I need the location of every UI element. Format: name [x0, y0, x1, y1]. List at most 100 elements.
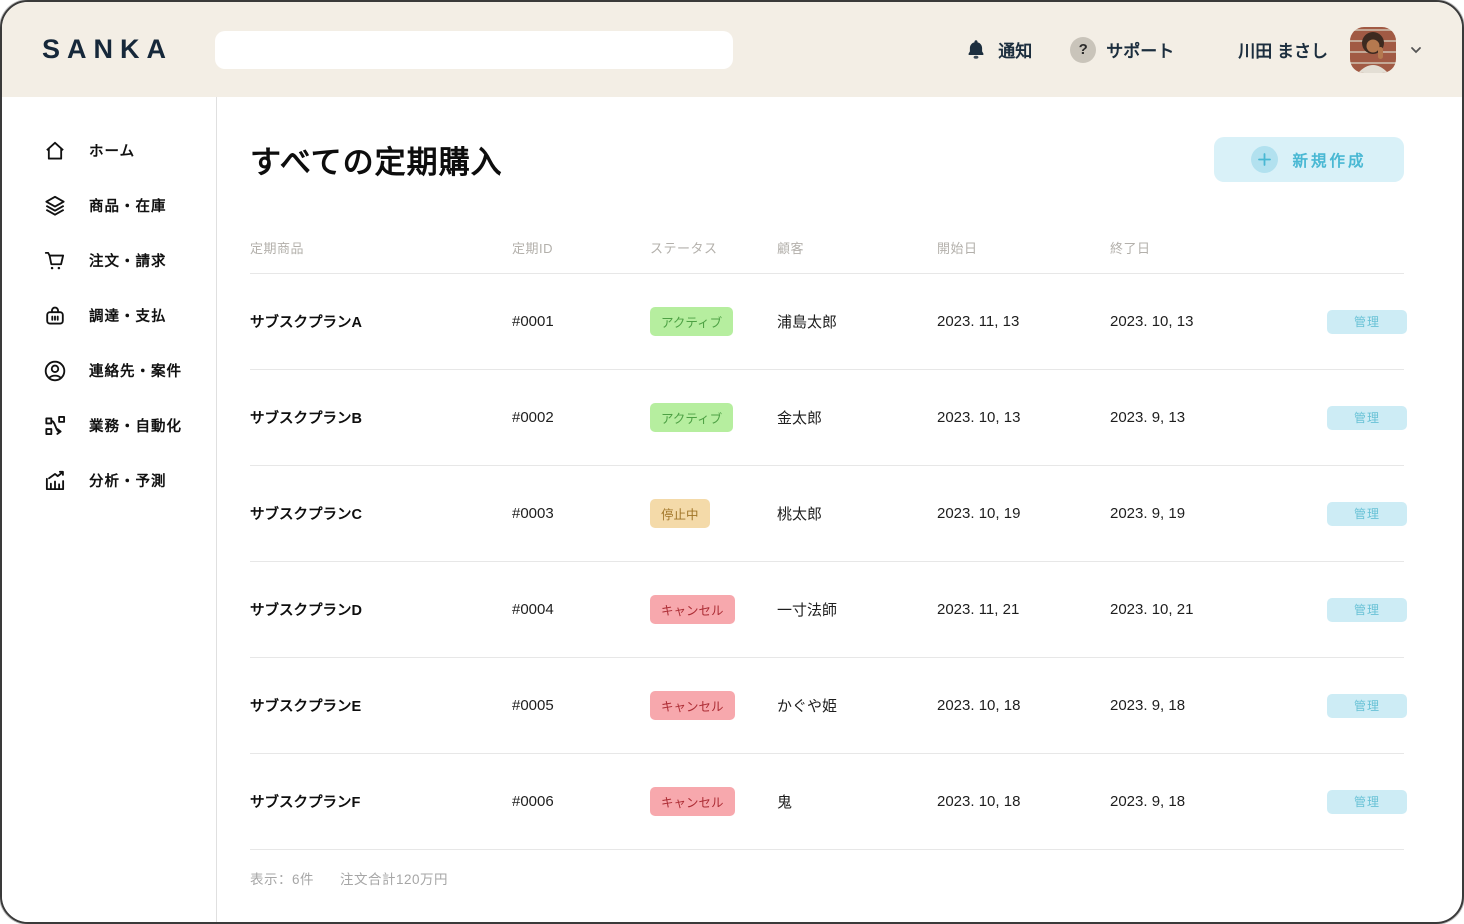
display-count: 表示：6件	[250, 872, 315, 887]
cell-product: サブスクプランF	[250, 795, 361, 811]
main-content: すべての定期購入 新規作成 定期商品 定期ID ステータス 顧客 開始日 終了日	[217, 97, 1462, 922]
cell-manage: 管理	[1327, 693, 1407, 718]
cell-start-date: 2023. 10, 18	[937, 697, 1021, 714]
status-badge: アクティブ	[650, 307, 734, 336]
sidebar-item-home[interactable]: ホーム	[2, 123, 216, 178]
notifications-button[interactable]: 通知	[964, 37, 1032, 62]
cell-status: キャンセル	[650, 691, 777, 720]
cell-start-date: 2023. 11, 13	[937, 313, 1020, 330]
cell-manage: 管理	[1327, 597, 1407, 622]
cell-end-date: 2023. 9, 18	[1110, 793, 1186, 810]
basket-icon	[42, 303, 68, 329]
sidebar-item-label: 業務・自動化	[89, 419, 182, 435]
cell-status: アクティブ	[650, 307, 777, 336]
chevron-down-icon[interactable]	[1410, 46, 1422, 54]
status-badge: 停止中	[650, 499, 710, 528]
cell-customer: かぐや姫	[777, 698, 838, 715]
table-row: サブスクプランE #0005 キャンセル かぐや姫 2023. 10, 18 2…	[250, 658, 1407, 754]
sidebar-item-products[interactable]: 商品・在庫	[2, 178, 216, 233]
table-header: 定期商品 定期ID ステータス 顧客 開始日 終了日	[250, 238, 1404, 274]
cart-icon	[42, 248, 68, 274]
cell-manage: 管理	[1327, 501, 1407, 526]
home-icon	[42, 138, 68, 164]
cell-manage: 管理	[1327, 405, 1407, 430]
question-icon: ?	[1070, 36, 1097, 63]
cell-status: キャンセル	[650, 787, 777, 816]
cell-status: 停止中	[650, 499, 777, 528]
sidebar-item-orders[interactable]: 注文・請求	[2, 233, 216, 288]
sidebar-item-label: 商品・在庫	[89, 199, 167, 215]
cell-start-date: 2023. 11, 21	[937, 601, 1020, 618]
user-circle-icon	[42, 358, 68, 384]
cell-subscription-id: #0001	[512, 313, 554, 330]
manage-button[interactable]: 管理	[1327, 693, 1407, 718]
table-row: サブスクプランC #0003 停止中 桃太郎 2023. 10, 19 2023…	[250, 466, 1407, 562]
manage-button[interactable]: 管理	[1327, 309, 1407, 334]
status-badge: キャンセル	[650, 787, 735, 816]
manage-button[interactable]: 管理	[1327, 501, 1407, 526]
sidebar-item-automation[interactable]: 業務・自動化	[2, 398, 216, 453]
create-button-label: 新規作成	[1292, 152, 1367, 170]
table-body: サブスクプランA #0001 アクティブ 浦島太郎 2023. 11, 13 2…	[250, 274, 1407, 850]
table-footer: 表示：6件 注文合計120万円	[250, 850, 1404, 888]
brand-logo: SANKA	[42, 34, 174, 64]
cell-customer: 一寸法師	[777, 602, 838, 619]
cell-subscription-id: #0003	[512, 505, 554, 522]
subscriptions-table: 定期商品 定期ID ステータス 顧客 開始日 終了日 サブスクプランA #000…	[250, 238, 1407, 888]
sidebar-item-procurement[interactable]: 調達・支払	[2, 288, 216, 343]
cell-customer: 浦島太郎	[777, 314, 838, 331]
status-badge: キャンセル	[650, 595, 735, 624]
cell-end-date: 2023. 9, 18	[1110, 697, 1186, 714]
cell-manage: 管理	[1327, 789, 1407, 814]
manage-button[interactable]: 管理	[1327, 405, 1407, 430]
column-header-start: 開始日	[937, 241, 978, 256]
avatar[interactable]	[1350, 26, 1396, 73]
sidebar-item-label: 注文・請求	[89, 254, 167, 270]
sidebar-item-label: 連絡先・案件	[89, 364, 182, 380]
cell-subscription-id: #0005	[512, 697, 554, 714]
page-title: すべての定期購入	[250, 145, 503, 180]
layers-icon	[42, 193, 68, 219]
cell-subscription-id: #0006	[512, 793, 554, 810]
manage-button[interactable]: 管理	[1327, 597, 1407, 622]
workflow-icon	[42, 413, 68, 439]
cell-start-date: 2023. 10, 18	[937, 793, 1021, 810]
sidebar-item-label: 分析・予測	[89, 474, 167, 490]
create-button[interactable]: 新規作成	[1214, 137, 1404, 182]
support-button[interactable]: ? サポート	[1070, 36, 1175, 63]
sidebar-item-label: ホーム	[89, 144, 136, 160]
cell-product: サブスクプランC	[250, 507, 362, 523]
manage-button[interactable]: 管理	[1327, 789, 1407, 814]
column-header-status: ステータス	[650, 241, 718, 256]
cell-status: キャンセル	[650, 595, 777, 624]
cell-customer: 金太郎	[777, 410, 823, 427]
cell-customer: 桃太郎	[777, 506, 823, 523]
cell-start-date: 2023. 10, 19	[937, 505, 1021, 522]
chart-icon	[42, 468, 68, 494]
cell-subscription-id: #0004	[512, 601, 554, 618]
cell-end-date: 2023. 10, 13	[1110, 313, 1194, 330]
search-input[interactable]	[215, 30, 734, 69]
cell-end-date: 2023. 9, 19	[1110, 505, 1186, 522]
cell-end-date: 2023. 9, 13	[1110, 409, 1186, 426]
cell-customer: 鬼	[777, 794, 793, 811]
sidebar-item-contacts[interactable]: 連絡先・案件	[2, 343, 216, 398]
sidebar-item-label: 調達・支払	[89, 309, 167, 325]
user-name: 川田 まさし	[1238, 42, 1328, 61]
cell-end-date: 2023. 10, 21	[1110, 601, 1194, 618]
bell-icon	[964, 38, 988, 62]
table-row: サブスクプランF #0006 キャンセル 鬼 2023. 10, 18 2023…	[250, 754, 1407, 850]
cell-product: サブスクプランA	[250, 315, 362, 331]
table-row: サブスクプランB #0002 アクティブ 金太郎 2023. 10, 13 20…	[250, 370, 1407, 466]
support-label: サポート	[1106, 42, 1175, 61]
cell-subscription-id: #0002	[512, 409, 554, 426]
plus-icon	[1251, 146, 1279, 173]
cell-product: サブスクプランE	[250, 699, 362, 715]
sidebar-item-analytics[interactable]: 分析・予測	[2, 453, 216, 508]
column-header-customer: 顧客	[777, 241, 805, 256]
cell-product: サブスクプランD	[250, 603, 362, 619]
cell-status: アクティブ	[650, 403, 777, 432]
notifications-label: 通知	[998, 42, 1033, 61]
column-header-id: 定期ID	[512, 241, 554, 256]
status-badge: アクティブ	[650, 403, 734, 432]
